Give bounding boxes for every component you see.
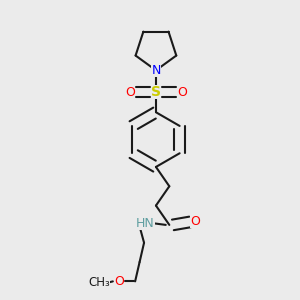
Text: CH₃: CH₃ [88,276,110,290]
Text: N: N [151,64,160,77]
Text: O: O [125,85,135,98]
Text: HN: HN [136,217,155,230]
Text: O: O [177,85,187,98]
Text: O: O [114,275,124,288]
Text: O: O [190,215,200,228]
Text: S: S [151,85,161,99]
